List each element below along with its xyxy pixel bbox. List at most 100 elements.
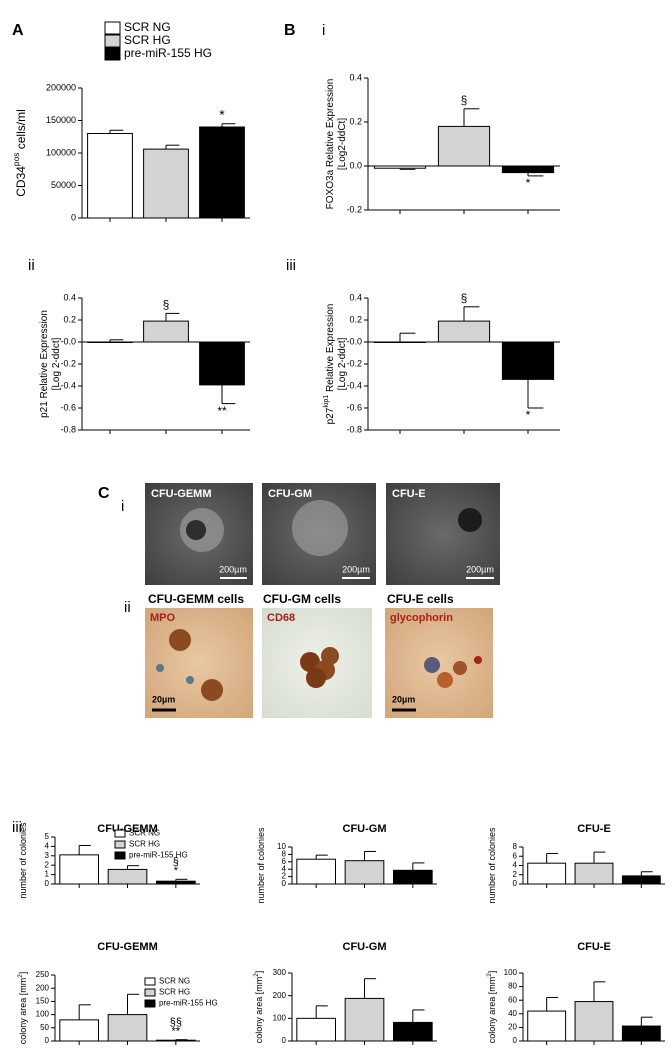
panel-letter: C <box>98 485 110 502</box>
y-tick-label: 100 <box>273 1013 287 1022</box>
y-tick-label: 4 <box>513 861 518 870</box>
y-tick-label: 200000 <box>46 82 76 92</box>
y-axis-label: [Log 2-ddct] <box>51 337 62 390</box>
y-tick-label: 0 <box>513 879 518 888</box>
y-tick-label: 200 <box>273 991 287 1000</box>
micrograph: CFU-E cells glycophorin 20µm <box>385 592 493 718</box>
bar <box>59 854 99 885</box>
error-bar <box>412 1009 425 1023</box>
image-label: CFU-E <box>392 488 426 500</box>
y-tick-label: 100000 <box>46 147 76 157</box>
chart-title: CFU-E <box>577 823 611 835</box>
legend-label: SCR NG <box>124 20 171 34</box>
y-tick-label: 50000 <box>51 180 76 190</box>
error-bar <box>127 993 140 1015</box>
panel-letter: B <box>284 22 296 39</box>
chart-title: CFU-GEMM <box>97 823 158 835</box>
y-axis-label: CD34pos cells/ml <box>11 109 28 197</box>
y-tick-label: 60 <box>508 995 517 1004</box>
annotation: §§ <box>170 1017 182 1029</box>
error-bar <box>640 871 653 876</box>
image-label: CFU-GM <box>268 488 312 500</box>
annotation: § <box>163 298 170 312</box>
y-tick-label: -0.0 <box>346 336 362 346</box>
image-label: CFU-GEMM <box>151 488 212 500</box>
legend-swatch <box>144 977 156 986</box>
label-part: pos <box>11 153 21 167</box>
label-part: kip1 <box>323 395 330 408</box>
error-bar <box>78 844 91 855</box>
label-part: ] <box>254 971 264 974</box>
error-bar <box>546 852 559 864</box>
bar <box>527 862 567 885</box>
error-bar <box>175 878 188 882</box>
bar <box>373 165 427 169</box>
legend-label: SCR HG <box>159 988 190 997</box>
error-bar <box>412 862 425 871</box>
y-tick-label: 0 <box>282 1036 287 1045</box>
label-part: ] <box>18 972 28 975</box>
bar <box>143 148 189 219</box>
image-title: CFU-GM cells <box>263 592 341 606</box>
legend-label: SCR HG <box>129 840 160 849</box>
y-axis-label: p21 Relative Expression <box>39 310 50 418</box>
legend-label: SCR NG <box>129 829 160 838</box>
error-bar <box>221 384 236 405</box>
micrograph: CFU-GEMM cells MPO 20µm <box>145 592 253 718</box>
y-tick-label: -0.8 <box>346 424 362 434</box>
y-tick-label: 0.2 <box>349 116 362 126</box>
legend-swatch <box>104 21 121 35</box>
legend-label: pre-miR-155 HG <box>124 46 212 60</box>
legend-swatch <box>114 851 126 860</box>
bar <box>393 869 433 885</box>
bar <box>107 868 148 885</box>
y-tick-label: 100 <box>504 968 518 977</box>
error-bar <box>527 172 544 177</box>
y-tick-label: 40 <box>508 1009 517 1018</box>
error-bar <box>175 1039 188 1041</box>
y-axis-label: colony area [mm2] <box>17 972 28 1045</box>
scale-label: 200µm <box>342 564 370 574</box>
bar <box>437 125 491 167</box>
bar <box>143 320 189 343</box>
micrograph: CFU-GM cells CD68 <box>262 592 372 718</box>
y-axis-label: colony area [mm2] <box>486 971 497 1044</box>
bar <box>501 341 555 380</box>
error-bar <box>315 1005 328 1019</box>
error-bar <box>315 854 328 860</box>
bar <box>156 1039 196 1042</box>
bar <box>574 862 614 885</box>
y-tick-label: 2 <box>282 872 287 881</box>
scale-label: 20µm <box>392 694 415 704</box>
legend-swatch <box>114 840 126 849</box>
error-bar <box>364 850 377 861</box>
annotation: * <box>219 106 225 122</box>
scale-label: 200µm <box>466 564 494 574</box>
y-tick-label: -0.6 <box>346 402 362 412</box>
y-tick-label: 4 <box>45 842 50 851</box>
bar <box>199 341 245 386</box>
y-tick-label: 6 <box>282 857 287 866</box>
y-axis-label: number of colonies <box>18 822 28 899</box>
error-bar <box>221 123 236 127</box>
label-part: number of colonies <box>487 827 497 904</box>
y-tick-label: 50 <box>40 1023 49 1032</box>
stain-label: CD68 <box>267 612 295 624</box>
y-tick-label: 0.4 <box>63 292 76 302</box>
y-tick-label: 0.4 <box>349 292 362 302</box>
bar <box>373 341 427 343</box>
annotation: * <box>526 176 531 190</box>
image-title: CFU-GEMM cells <box>148 592 244 606</box>
bar <box>156 880 196 885</box>
label-part: [Log 2-ddct] <box>337 337 348 390</box>
error-bar <box>399 332 416 342</box>
error-bar <box>399 168 416 170</box>
error-bar <box>109 339 124 342</box>
panel-sublabel: iii <box>12 819 22 836</box>
stain-label: glycophorin <box>390 612 453 624</box>
y-tick-label: 0.4 <box>349 72 362 82</box>
label-part: p27 <box>325 407 336 424</box>
y-tick-label: 0.0 <box>349 160 362 170</box>
annotation: * <box>174 865 179 877</box>
legend-label: pre-miR-155 HG <box>159 999 218 1008</box>
